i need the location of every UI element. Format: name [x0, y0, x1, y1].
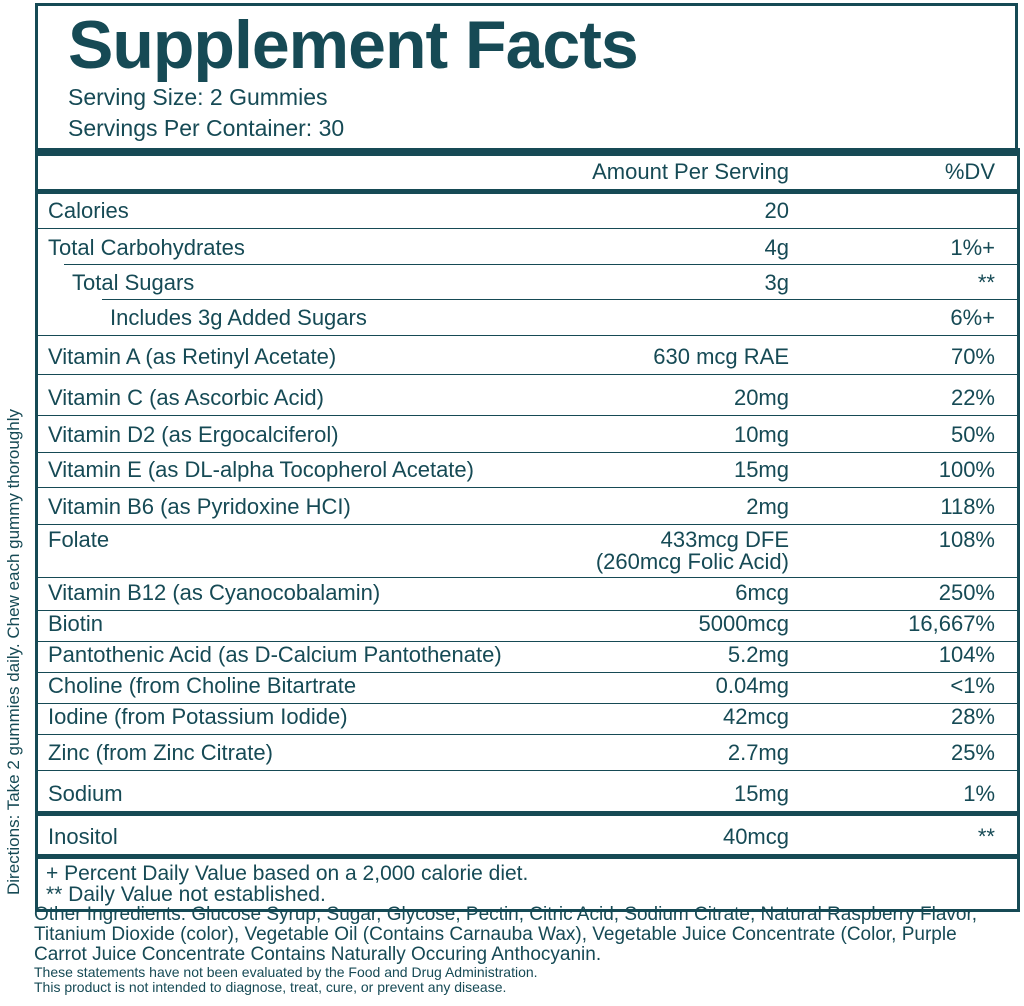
row-divider [64, 264, 1017, 265]
nutrient-amount: 0.04mg [715, 673, 789, 698]
disclaimer-line: These statements have not been evaluated… [34, 964, 538, 980]
nutrient-amount: 5.2mg [727, 642, 789, 667]
nutrient-dv: 25% [950, 740, 995, 765]
nutrient-amount: 5000mcg [698, 611, 789, 636]
nutrient-dv: 100% [938, 457, 995, 482]
nutrient-dv: 6%+ [950, 305, 995, 330]
nutrient-dv: 118% [940, 494, 995, 519]
nutrient-amount: 15mg [733, 457, 789, 482]
nutrient-dv: 70% [950, 344, 995, 369]
nutrient-dv: 1%+ [950, 235, 995, 260]
footnote: ** Daily Value not established. [46, 883, 326, 906]
nutrient-dv: ** [977, 824, 995, 849]
nutrient-amount: 6mcg [735, 580, 789, 605]
amount-header: Amount Per Serving [592, 159, 789, 184]
nutrient-dv: 50% [950, 422, 995, 447]
table-row: Biotin 5000mcg 16,667% [38, 611, 1017, 642]
table-row: Inositol 40mcg ** [38, 816, 1017, 859]
nutrient-amount: 2mg [746, 494, 789, 519]
nutrient-dv: 250% [938, 580, 995, 605]
nutrient-amount: 20mg [733, 385, 789, 410]
nutrient-dv: <1% [950, 673, 995, 698]
other-ingredients-block: Other Ingredients: Glucose Syrup, Sugar,… [34, 905, 1014, 995]
nutrient-name: Total Sugars [72, 270, 195, 295]
table-row: Zinc (from Zinc Citrate) 2.7mg 25% [38, 735, 1017, 771]
table-row: Choline (from Choline Bitartrate 0.04mg <1… [38, 673, 1017, 704]
serving-size: Serving Size: 2 Gummies [68, 84, 328, 110]
nutrient-dv: 28% [950, 704, 995, 729]
nutrient-name: Vitamin B12 (as Cyanocobalamin) [48, 580, 381, 605]
nutrient-amount: 433mcg DFE (260mcg Folic Acid) [596, 529, 789, 573]
nutrient-dv: 22% [950, 385, 995, 410]
page-title: Supplement Facts [68, 7, 639, 83]
nutrient-dv: 1% [963, 781, 995, 806]
nutrient-amount: 2.7mg [727, 740, 789, 765]
nutrient-dv: 16,667% [908, 611, 995, 636]
table-row: Pantothenic Acid (as D-Calcium Pantothen… [38, 642, 1017, 673]
row-divider [102, 299, 1017, 300]
nutrient-name: Total Carbohydrates [48, 235, 245, 260]
table-row: Iodine (from Potassium Iodide) 42mcg 28% [38, 704, 1017, 735]
nutrient-name: Calories [48, 198, 129, 223]
dv-header: %DV [944, 159, 995, 184]
table-row: Sodium 15mg 1% [38, 771, 1017, 816]
table-row: Total Sugars 3g ** [38, 265, 1017, 300]
table-row: Folate 433mcg DFE (260mcg Folic Acid) 108% [38, 525, 1017, 578]
nutrient-dv: ** [977, 270, 995, 295]
nutrient-name: Choline (from Choline Bitartrate [48, 673, 357, 698]
table-header: Amount Per Serving %DV [38, 156, 1017, 194]
nutrient-name: Sodium [48, 781, 123, 806]
table-row: Vitamin A (as Retinyl Acetate) 630 mcg RA… [38, 336, 1017, 375]
nutrient-amount: 40mcg [722, 824, 789, 849]
nutrient-name: Iodine (from Potassium Iodide) [48, 704, 348, 729]
nutrient-name: Vitamin C (as Ascorbic Acid) [48, 385, 324, 410]
nutrient-amount: 42mcg [722, 704, 789, 729]
nutrient-amount: 4g [764, 235, 789, 260]
footnotes: + Percent Daily Value based on a 2,000 c… [38, 859, 1017, 909]
nutrient-name: Folate [48, 527, 110, 552]
nutrient-amount: 15mg [733, 781, 789, 806]
nutrient-amount: 10mg [733, 422, 789, 447]
nutrient-name: Vitamin D2 (as Ergocalciferol) [48, 422, 339, 447]
header-box [35, 3, 1018, 151]
nutrient-name: Zinc (from Zinc Citrate) [48, 740, 273, 765]
table-row: Total Carbohydrates 4g 1%+ [38, 229, 1017, 265]
nutrient-name: Pantothenic Acid (as D-Calcium Pantothen… [48, 642, 502, 667]
amount-line: 433mcg DFE [660, 527, 789, 552]
disclaimer-line: This product is not intended to diagnose… [34, 979, 507, 995]
table-row: Includes 3g Added Sugars 6%+ [38, 300, 1017, 336]
nutrient-name: Vitamin E (as DL-alpha Tocopherol Acetat… [48, 457, 474, 482]
directions: Directions: Take 2 gummies daily. Chew e… [4, 409, 23, 895]
nutrient-amount: 630 mcg RAE [653, 344, 789, 369]
other-ingredients: Other Ingredients: Glucose Syrup, Sugar,… [34, 904, 978, 965]
table-row: Vitamin C (as Ascorbic Acid) 20mg 22% [38, 375, 1017, 416]
nutrient-dv: 108% [938, 527, 995, 552]
table-row: Calories 20 [38, 194, 1017, 229]
nutrient-name: Inositol [48, 824, 118, 849]
nutrient-dv: 104% [938, 642, 995, 667]
amount-line: (260mcg Folic Acid) [595, 549, 789, 574]
table-row: Vitamin D2 (as Ergocalciferol) 10mg 50% [38, 416, 1017, 453]
nutrient-name: Biotin [48, 611, 104, 636]
nutrient-name: Vitamin B6 (as Pyridoxine HCI) [48, 494, 351, 519]
table-row: Vitamin B12 (as Cyanocobalamin) 6mcg 250% [38, 578, 1017, 611]
nutrient-name: Vitamin A (as Retinyl Acetate) [48, 344, 337, 369]
nutrient-amount: 3g [764, 270, 789, 295]
table-row: Vitamin E (as DL-alpha Tocopherol Acetat… [38, 453, 1017, 488]
facts-table: Amount Per Serving %DV Calories 20 Total C… [35, 148, 1020, 912]
servings-per-container: Servings Per Container: 30 [68, 115, 345, 141]
table-row: Vitamin B6 (as Pyridoxine HCI) 2mg 118% [38, 488, 1017, 525]
nutrient-name: Includes 3g Added Sugars [110, 305, 367, 330]
nutrient-amount: 20 [764, 198, 789, 223]
footnote: + Percent Daily Value based on a 2,000 c… [46, 862, 529, 885]
